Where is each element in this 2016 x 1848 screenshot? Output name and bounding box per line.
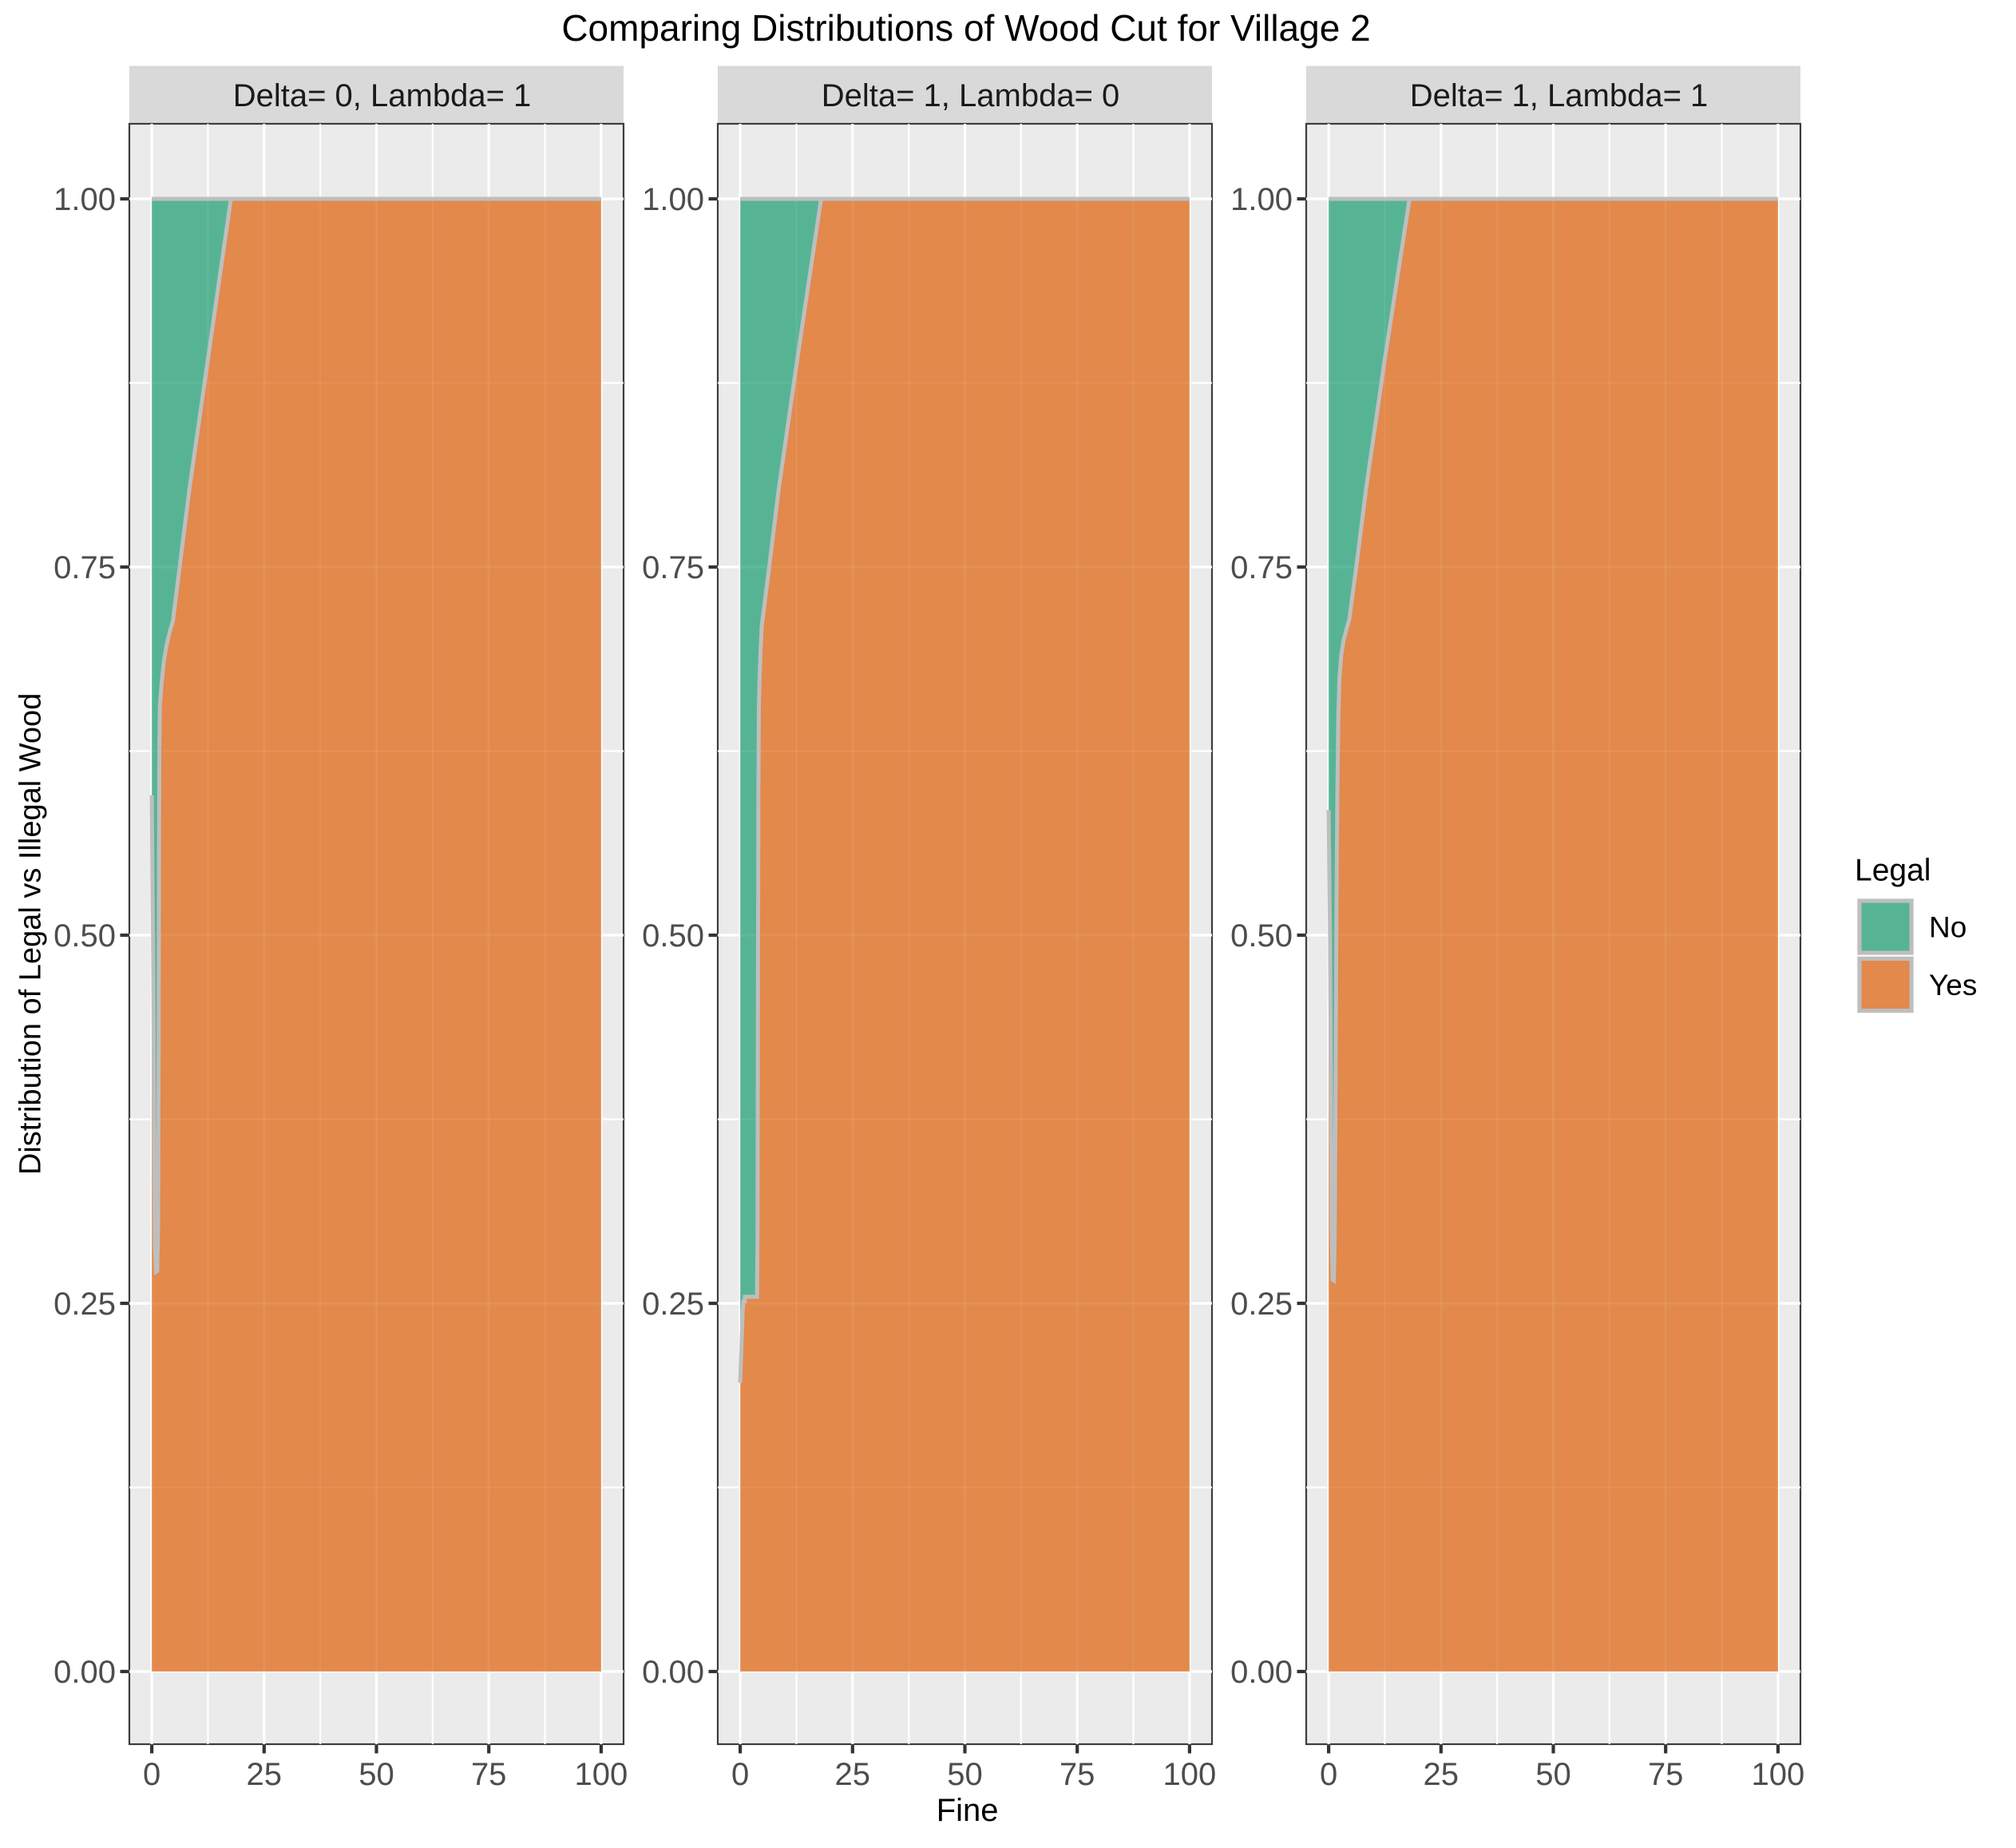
- svg-text:50: 50: [947, 1757, 983, 1792]
- svg-text:0.75: 0.75: [1230, 550, 1293, 585]
- svg-text:1.00: 1.00: [53, 182, 116, 217]
- svg-text:25: 25: [835, 1757, 871, 1792]
- svg-text:Yes: Yes: [1929, 969, 1977, 1001]
- svg-text:100: 100: [1163, 1757, 1217, 1792]
- svg-text:25: 25: [247, 1757, 283, 1792]
- svg-text:0.25: 0.25: [1230, 1287, 1293, 1322]
- svg-text:1.00: 1.00: [1230, 182, 1293, 217]
- svg-text:25: 25: [1424, 1757, 1460, 1792]
- svg-text:0: 0: [1320, 1757, 1337, 1792]
- svg-text:75: 75: [471, 1757, 507, 1792]
- svg-text:0.25: 0.25: [642, 1287, 704, 1322]
- svg-text:0: 0: [143, 1757, 160, 1792]
- svg-text:0: 0: [731, 1757, 749, 1792]
- svg-text:Comparing Distributions of Woo: Comparing Distributions of Wood Cut for …: [561, 7, 1370, 49]
- svg-text:50: 50: [1535, 1757, 1571, 1792]
- svg-text:0.75: 0.75: [53, 550, 116, 585]
- svg-text:0.00: 0.00: [53, 1655, 116, 1690]
- svg-text:0.50: 0.50: [53, 918, 116, 954]
- svg-text:0.00: 0.00: [1230, 1655, 1293, 1690]
- svg-text:Delta= 0, Lambda= 1: Delta= 0, Lambda= 1: [233, 78, 532, 113]
- svg-text:100: 100: [1752, 1757, 1805, 1792]
- svg-text:50: 50: [358, 1757, 394, 1792]
- svg-text:No: No: [1929, 911, 1966, 944]
- svg-text:0.50: 0.50: [642, 918, 704, 954]
- svg-text:100: 100: [575, 1757, 628, 1792]
- svg-text:75: 75: [1648, 1757, 1684, 1792]
- svg-text:1.00: 1.00: [642, 182, 704, 217]
- svg-text:0.25: 0.25: [53, 1287, 116, 1322]
- svg-text:0.75: 0.75: [642, 550, 704, 585]
- svg-text:75: 75: [1059, 1757, 1095, 1792]
- svg-text:Delta= 1, Lambda= 0: Delta= 1, Lambda= 0: [822, 78, 1120, 113]
- svg-text:Distribution of Legal vs Illeg: Distribution of Legal vs Illegal Wood: [14, 693, 47, 1175]
- svg-text:Delta= 1, Lambda= 1: Delta= 1, Lambda= 1: [1410, 78, 1709, 113]
- svg-text:0.50: 0.50: [1230, 918, 1293, 954]
- svg-text:0.00: 0.00: [642, 1655, 704, 1690]
- svg-text:Fine: Fine: [937, 1793, 999, 1828]
- svg-text:Legal: Legal: [1855, 853, 1931, 887]
